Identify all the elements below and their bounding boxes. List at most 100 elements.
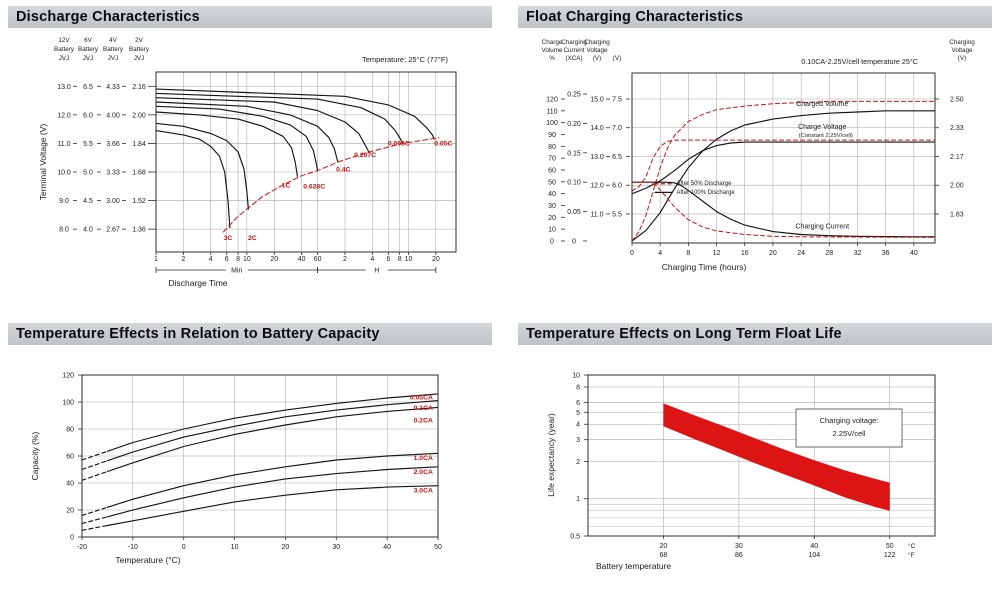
svg-text:2.33: 2.33 (950, 125, 964, 132)
svg-text:1.84: 1.84 (132, 141, 146, 148)
svg-text:50: 50 (886, 543, 894, 550)
panel-temperature-float-life: Temperature Effects on Long Term Float L… (518, 323, 992, 589)
svg-text:Battery temperature: Battery temperature (596, 561, 671, 571)
svg-text:Charged Volume: Charged Volume (796, 101, 848, 108)
svg-text:8: 8 (398, 256, 402, 263)
svg-text:Battery: Battery (129, 46, 150, 53)
float-charging-chart: 0 4 8 12 16 20 24 28 32 36 40120110100908070605040… (541, 39, 975, 272)
panel-float-charging-characteristics: Float Charging Characteristics 0 4 8 12 16 20… (518, 6, 992, 300)
svg-text:28: 28 (825, 250, 833, 257)
svg-text:6: 6 (225, 256, 229, 263)
svg-text:2.67: 2.67 (106, 227, 120, 234)
svg-text:3.66: 3.66 (106, 141, 120, 148)
section-title: Temperature Effects in Relation to Batte… (16, 326, 380, 342)
section-title-bar-temperature-capacity: Temperature Effects in Relation to Batte… (8, 323, 492, 345)
svg-text:JVJ: JVJ (108, 55, 119, 62)
svg-text:20: 20 (769, 250, 777, 257)
svg-text:12.0: 12.0 (57, 112, 71, 119)
svg-text:9.0: 9.0 (59, 198, 69, 205)
svg-text:°C: °C (908, 542, 916, 550)
svg-text:40: 40 (548, 191, 556, 198)
svg-text:0.05CA: 0.05CA (410, 394, 433, 401)
svg-text:120: 120 (546, 97, 558, 104)
svg-text:0.05C: 0.05C (434, 140, 452, 147)
svg-text:40: 40 (66, 481, 74, 488)
svg-text:%: % (549, 55, 555, 62)
svg-text:1C: 1C (282, 183, 291, 190)
svg-text:4.33: 4.33 (106, 84, 120, 91)
svg-text:4V: 4V (109, 37, 118, 44)
svg-text:6: 6 (576, 400, 580, 407)
svg-text:0.4C: 0.4C (336, 166, 350, 173)
svg-text:0: 0 (182, 544, 186, 551)
svg-text:80: 80 (66, 427, 74, 434)
svg-text:Charge Voltage: Charge Voltage (798, 124, 846, 131)
svg-text:0.25: 0.25 (567, 92, 581, 99)
svg-text:10.0: 10.0 (57, 170, 71, 177)
float-life-chart: 2068308640104501221086543210.5°C°FChargi… (546, 373, 936, 571)
svg-text:20: 20 (660, 543, 668, 550)
svg-text:2.50: 2.50 (950, 97, 964, 104)
svg-text:JVJ: JVJ (134, 55, 145, 62)
svg-text:2.0CA: 2.0CA (414, 469, 433, 476)
svg-text:11.0: 11.0 (590, 211, 603, 218)
svg-text:5.5: 5.5 (83, 141, 93, 148)
svg-text:7.5: 7.5 (612, 97, 622, 104)
svg-text:1.68: 1.68 (132, 170, 146, 177)
svg-text:30: 30 (548, 203, 556, 210)
svg-text:°F: °F (908, 551, 915, 559)
svg-text:12V: 12V (58, 37, 70, 44)
svg-text:Battery: Battery (78, 46, 99, 53)
svg-text:Discharge Time: Discharge Time (168, 278, 227, 288)
svg-text:40: 40 (810, 543, 818, 550)
svg-text:0: 0 (630, 250, 634, 257)
svg-text:10: 10 (548, 227, 556, 234)
svg-text:6.0: 6.0 (83, 112, 93, 119)
svg-text:0.5: 0.5 (570, 534, 580, 541)
svg-text:13.0: 13.0 (57, 84, 71, 91)
svg-text:JVJ: JVJ (59, 55, 70, 62)
svg-text:4: 4 (658, 250, 662, 257)
svg-text:1: 1 (154, 256, 158, 263)
svg-text:(V): (V) (613, 55, 621, 62)
svg-text:Min: Min (231, 268, 242, 275)
svg-text:2.00: 2.00 (132, 112, 146, 119)
svg-text:(XCA): (XCA) (565, 55, 582, 62)
svg-text:60: 60 (548, 167, 556, 174)
svg-text:40: 40 (298, 256, 306, 263)
svg-text:Life expectancy (year): Life expectancy (year) (546, 413, 556, 497)
svg-text:0.207C: 0.207C (354, 152, 376, 159)
svg-text:12: 12 (713, 250, 721, 257)
svg-text:3.0CA: 3.0CA (414, 487, 433, 494)
svg-text:6.5: 6.5 (83, 84, 93, 91)
svg-text:Temperature: 25°C (77°F): Temperature: 25°C (77°F) (362, 55, 449, 64)
svg-text:2C: 2C (248, 235, 257, 242)
svg-text:-20: -20 (77, 544, 87, 551)
svg-text:8: 8 (576, 384, 580, 391)
svg-text:11.0: 11.0 (57, 141, 70, 148)
svg-text:8: 8 (236, 256, 240, 263)
svg-text:H: H (374, 268, 379, 275)
panel-discharge-characteristics: Discharge Characteristics 1 2 4 6 8 10 20 40 60 2… (8, 6, 492, 306)
svg-text:2: 2 (576, 459, 580, 466)
svg-text:1.83: 1.83 (950, 211, 964, 218)
svg-text:30: 30 (332, 544, 340, 551)
svg-text:100: 100 (546, 120, 558, 127)
svg-text:6.0: 6.0 (612, 183, 622, 190)
svg-text:Charging: Charging (561, 39, 587, 46)
svg-text:2.25V/cell: 2.25V/cell (833, 429, 866, 438)
svg-text:3C: 3C (224, 235, 233, 242)
section-title-bar-discharge: Discharge Characteristics (8, 6, 492, 28)
svg-text:1.0CA: 1.0CA (414, 455, 433, 462)
svg-text:104: 104 (808, 552, 820, 559)
section-title: Float Charging Characteristics (526, 9, 744, 25)
section-title-bar-float-charging: Float Charging Characteristics (518, 6, 992, 28)
svg-text:Volume: Volume (541, 47, 563, 54)
svg-text:8.0: 8.0 (59, 227, 69, 234)
svg-text:Voltage: Voltage (586, 47, 608, 54)
svg-text:Battery: Battery (54, 46, 75, 53)
temperature-capacity-chart: -20 -10 0 10 20 30 40 50 0 20 40 60 80 100 120 0.05CA 0.… (30, 373, 442, 566)
svg-text:4: 4 (576, 422, 580, 429)
svg-text:1: 1 (576, 496, 580, 503)
svg-text:5: 5 (576, 410, 580, 417)
